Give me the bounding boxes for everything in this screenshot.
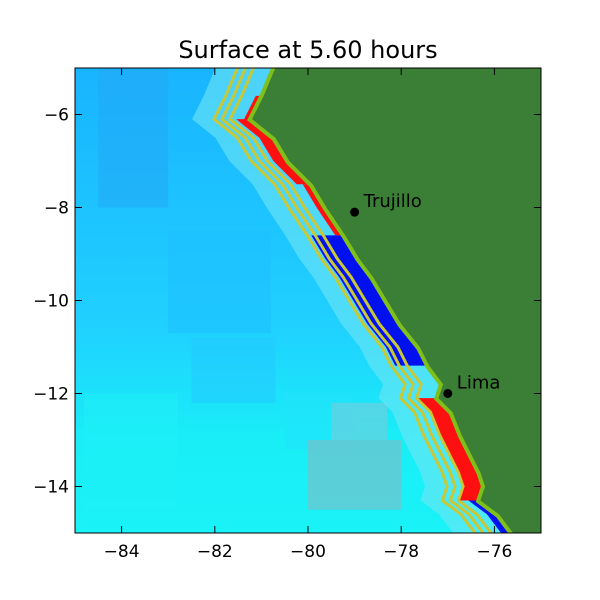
x-tick-label: −78 xyxy=(383,542,419,562)
x-tick-label: −76 xyxy=(476,542,512,562)
city-label: Lima xyxy=(457,373,501,394)
x-tick-label: −84 xyxy=(104,542,140,562)
depth-contour xyxy=(228,68,493,533)
wave-crest-far-north xyxy=(244,95,276,138)
ocean-patch xyxy=(308,440,402,510)
y-tick-label: −14 xyxy=(33,478,69,498)
y-tick-label: −12 xyxy=(33,385,69,405)
city-marker xyxy=(443,389,453,398)
y-tick-label: −8 xyxy=(44,199,69,219)
city-marker xyxy=(350,207,360,217)
y-tick-label: −6 xyxy=(44,106,69,126)
chart-title: Surface at 5.60 hours xyxy=(178,36,437,64)
ocean-patch xyxy=(84,393,178,510)
depth-contour xyxy=(220,68,485,533)
x-tick-label: −80 xyxy=(290,542,326,562)
x-tick-label: −82 xyxy=(197,542,233,562)
depth-contour xyxy=(212,68,477,533)
ocean-patch xyxy=(98,68,169,208)
wave-trough-central xyxy=(311,235,430,366)
city-label: Trujillo xyxy=(363,191,422,212)
y-tick-label: −10 xyxy=(33,292,69,312)
wave-crest-lima xyxy=(416,398,486,501)
land xyxy=(252,68,541,533)
plot-area xyxy=(75,68,541,533)
y-axis: −6 −8 −10 −12 −14 xyxy=(33,106,541,498)
cities: Trujillo Lima xyxy=(350,191,500,398)
ocean-patch xyxy=(331,402,388,440)
wave-trough-south xyxy=(468,500,514,533)
ocean-patch xyxy=(191,337,276,403)
x-axis: −84 −82 −80 −78 −76 xyxy=(104,68,512,562)
ocean-patch xyxy=(168,230,271,334)
depth-contours xyxy=(212,68,493,533)
ocean-patches xyxy=(84,68,402,510)
